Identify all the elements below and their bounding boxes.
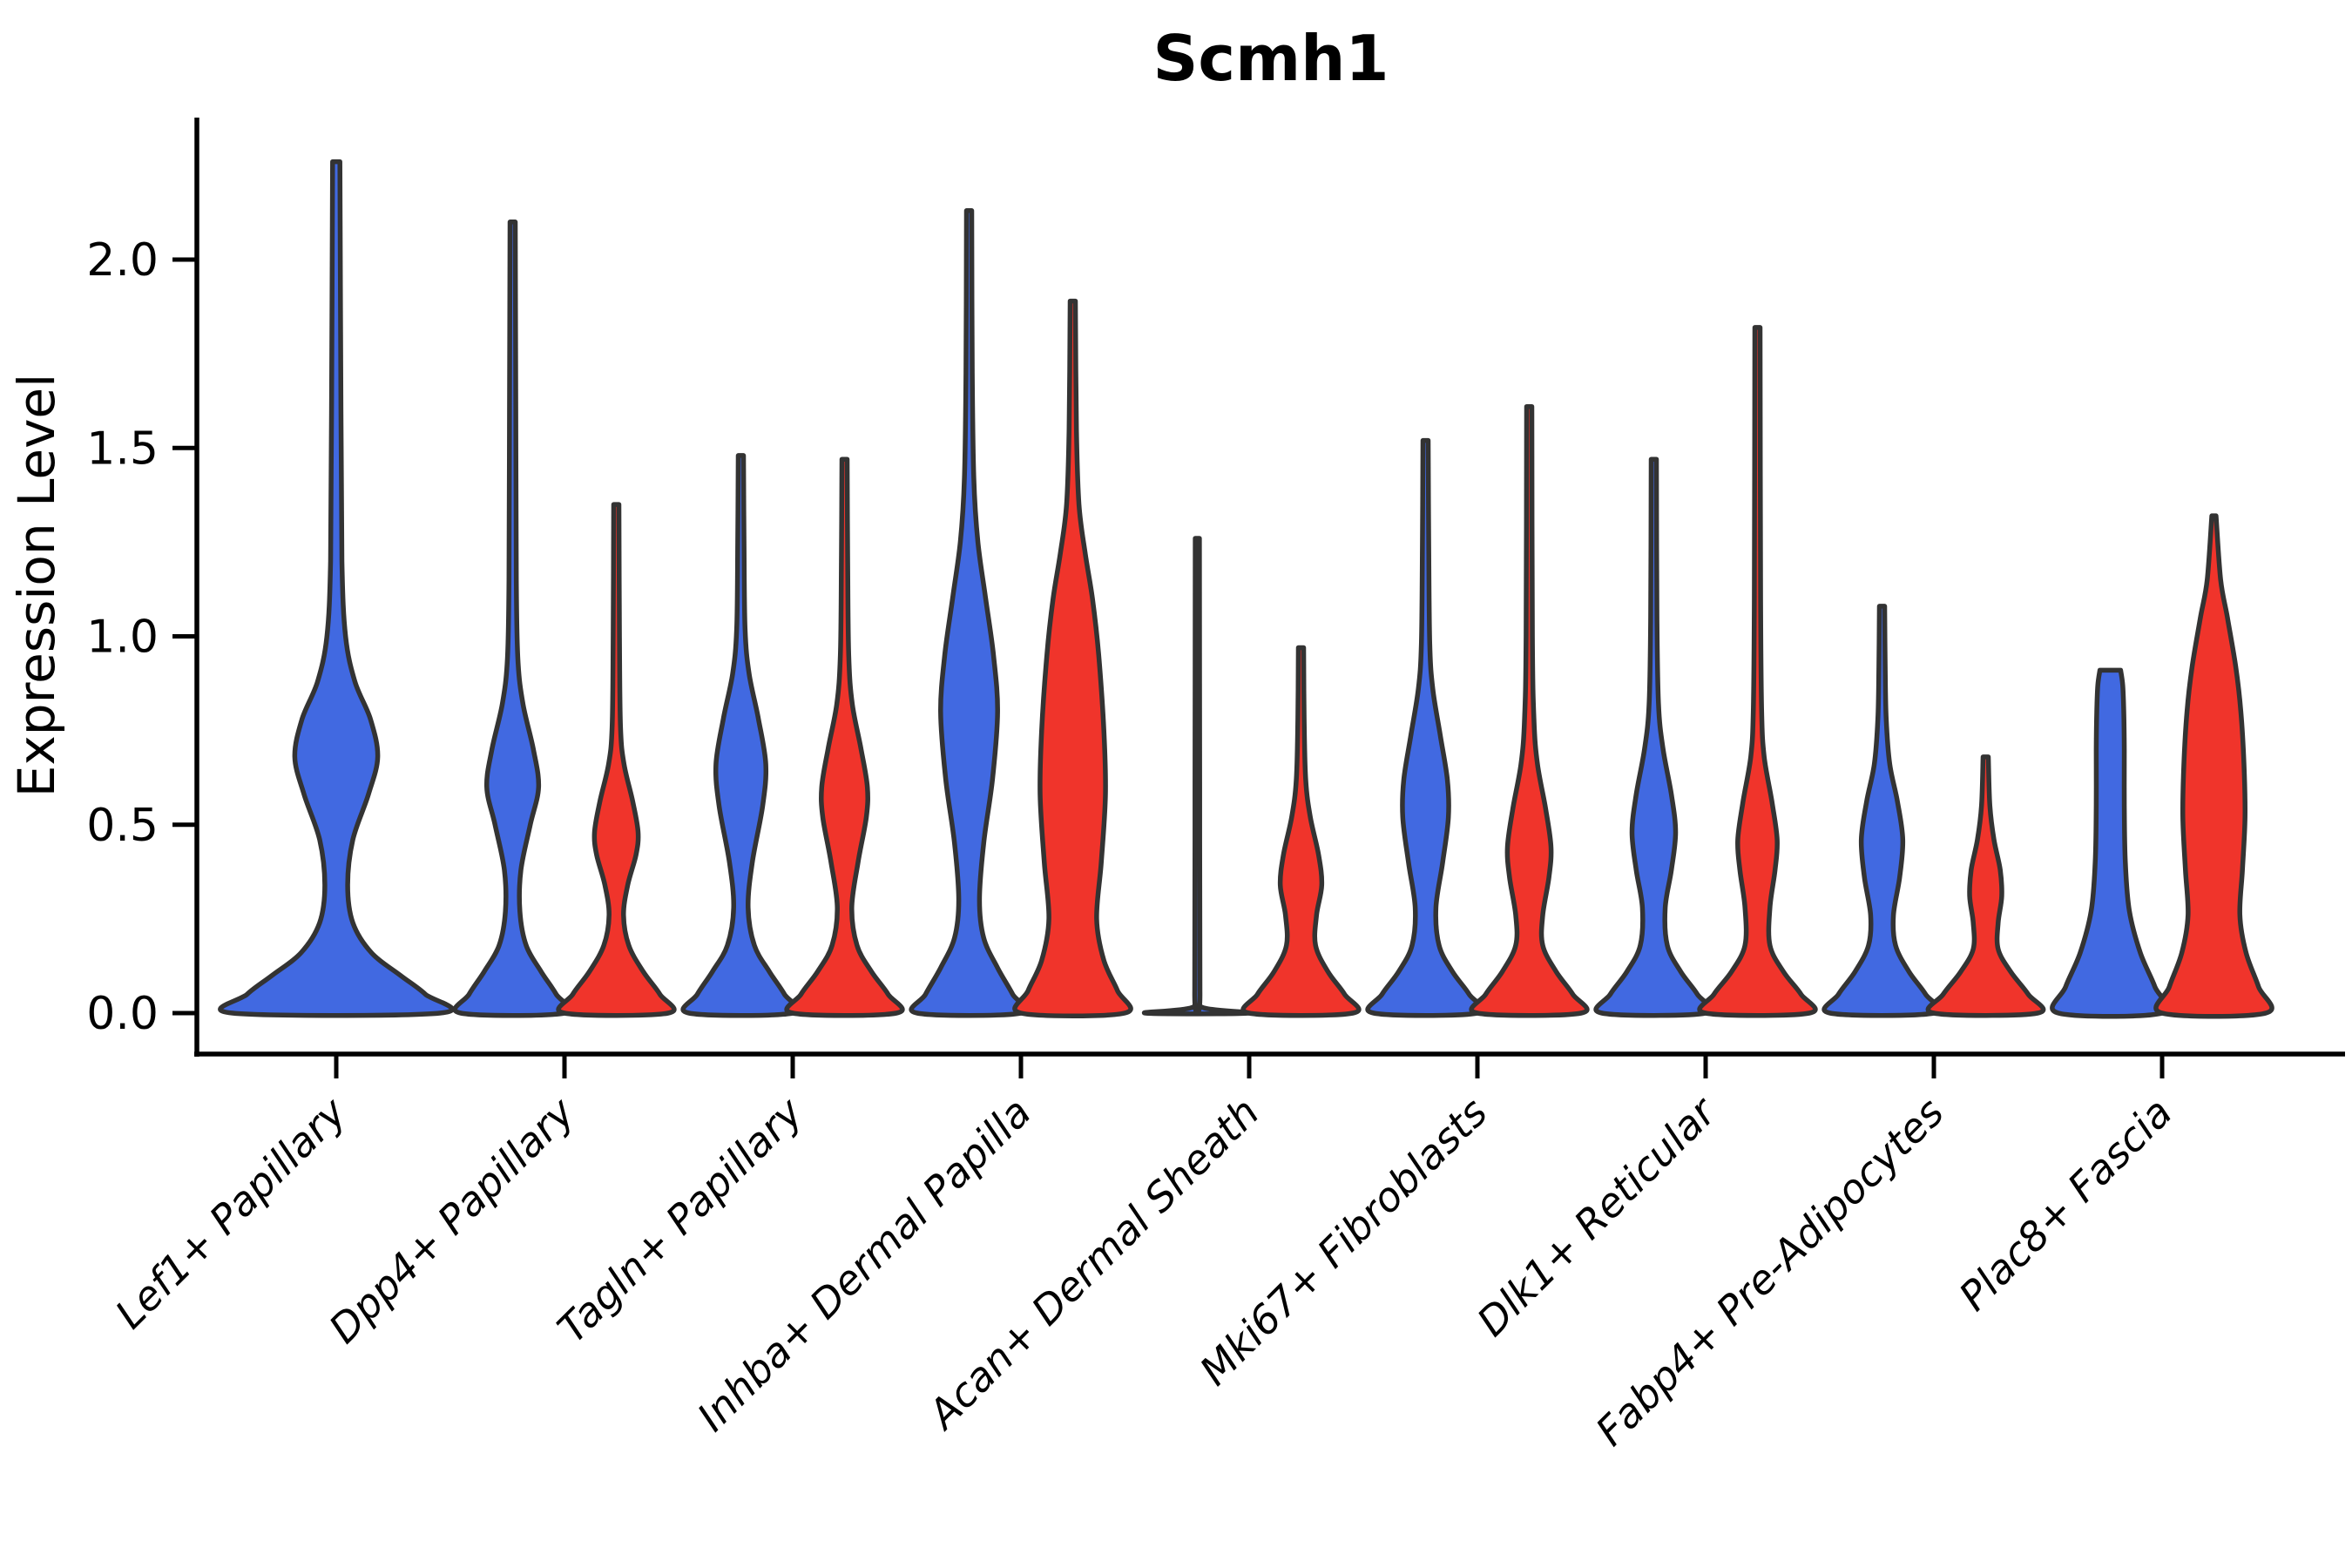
x-tick-label-lef1-papillary: Lef1+ Papillary [106,1088,355,1337]
violin-blue-mki67-fibroblasts [1365,437,1486,1018]
axes-group [194,118,2345,1057]
plot-title: Scmh1 [1153,22,1389,95]
violin-red-tagln-papillary [784,456,905,1018]
y-tick-label: 1.5 [86,422,159,475]
x-tick-label-dlk1-reticular: Dlk1+ Reticular [1468,1086,1727,1345]
y-ticks-group: 0.0 0.5 1.0 1.5 2.0 [86,234,197,1040]
violin-blue-dlk1-reticular [1593,456,1714,1018]
violin-blue-inhba-dermal-papilla [909,208,1030,1018]
x-tick-label-tagln-papillary: Tagln+ Papillary [548,1088,812,1352]
y-tick-label: 2.0 [86,234,159,287]
violin-red-plac8-fascia [2153,513,2274,1019]
violin-blue-dpp4-papillary [452,220,573,1018]
violin-blue-lef1-papillary [218,159,455,1018]
y-tick-label: 0.0 [86,988,159,1040]
violin-blue-acan-dermal-sheath [1141,536,1254,1017]
violin-red-acan-dermal-sheath [1240,645,1362,1018]
violin-blue-fabp4-pre-adipocytes [1821,604,1943,1018]
violin-blue-plac8-fascia [2050,667,2171,1019]
violin-red-dlk1-reticular [1697,325,1818,1018]
x-tick-label-plac8-fascia: Plac8+ Fascia [1950,1089,2180,1320]
x-tick-label-dpp4-papillary: Dpp4+ Papillary [320,1088,584,1352]
y-tick-label: 1.0 [86,612,159,664]
violin-red-fabp4-pre-adipocytes [1925,754,2046,1018]
y-tick-label: 0.5 [86,800,159,852]
violin-series-group [218,159,2274,1019]
violin-red-mki67-fibroblasts [1469,403,1590,1018]
y-axis-label: Expression Level [7,374,66,797]
violin-blue-tagln-papillary [680,453,801,1018]
violin-red-dpp4-papillary [556,502,677,1018]
violin-red-inhba-dermal-papilla [1012,298,1133,1018]
